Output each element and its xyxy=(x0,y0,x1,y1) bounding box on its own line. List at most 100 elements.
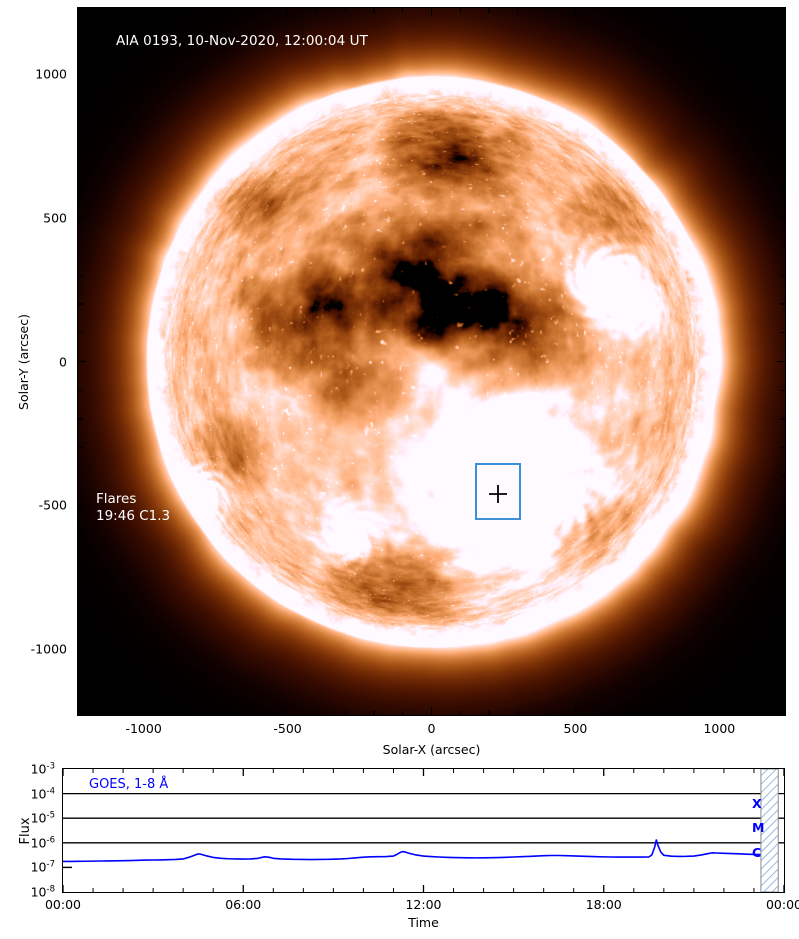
image-xtick-label: -500 xyxy=(273,721,302,736)
axis-tick xyxy=(286,707,289,715)
axis-tick xyxy=(78,274,83,276)
axis-tick xyxy=(229,8,231,13)
axis-tick xyxy=(780,591,785,593)
image-ytick-label: 0 xyxy=(59,354,67,369)
axis-tick xyxy=(78,15,83,17)
goes-xtick-label: 00:00 xyxy=(765,897,799,912)
axis-tick xyxy=(661,710,663,715)
image-ytick-label: 1000 xyxy=(35,66,67,82)
axis-tick xyxy=(574,707,577,715)
axis-tick xyxy=(402,8,404,13)
axis-tick xyxy=(78,648,86,651)
goes-xtick-label: 12:00 xyxy=(405,897,442,912)
axis-tick xyxy=(777,216,785,219)
axis-tick xyxy=(488,710,490,715)
axis-tick xyxy=(780,159,785,161)
axis-tick xyxy=(780,677,785,679)
axis-tick xyxy=(78,303,83,305)
axis-spine xyxy=(76,715,787,717)
goes-ytick-label: 10-4 xyxy=(30,786,55,802)
axis-spine xyxy=(785,6,787,717)
axis-tick xyxy=(78,476,83,478)
axis-tick xyxy=(85,710,87,715)
goes-ytick-label: 10-5 xyxy=(30,810,55,826)
goes-flux-curve[interactable] xyxy=(63,839,778,863)
flare-class-label-x: X xyxy=(752,795,762,811)
axis-tick xyxy=(780,245,785,247)
axis-tick xyxy=(546,710,548,715)
axis-tick xyxy=(78,332,83,334)
axis-tick xyxy=(689,710,692,715)
axis-tick xyxy=(603,8,605,13)
image-ytick-label: -1000 xyxy=(30,641,67,657)
axis-tick xyxy=(777,72,785,75)
axis-tick xyxy=(171,8,173,13)
axis-tick xyxy=(718,8,721,16)
axis-tick xyxy=(78,130,83,132)
goes-yaxis-label: Flux xyxy=(18,816,33,845)
axis-spine xyxy=(76,6,787,8)
axis-tick xyxy=(78,216,86,219)
axis-tick xyxy=(780,706,785,708)
axis-tick xyxy=(430,707,433,715)
goes-ytick-label: 10-8 xyxy=(30,884,55,900)
axis-tick xyxy=(776,8,778,13)
goes-xaxis-label: Time xyxy=(408,915,439,930)
axis-tick xyxy=(780,418,785,420)
goes-flux-plot[interactable] xyxy=(63,769,784,892)
flare-class-label-m: M xyxy=(752,820,765,836)
axis-tick xyxy=(632,8,634,13)
goes-ytick-label: 10-6 xyxy=(30,835,55,851)
axis-tick xyxy=(200,8,202,13)
axis-tick xyxy=(229,710,231,715)
axis-tick xyxy=(780,101,785,103)
goes-ytick-label: 10-7 xyxy=(30,859,55,875)
axis-tick xyxy=(402,710,404,715)
axis-tick xyxy=(78,591,83,593)
axis-tick xyxy=(780,188,785,190)
axis-tick xyxy=(344,710,346,715)
goes-legend-label: GOES, 1-8 Å xyxy=(89,777,169,792)
axis-tick xyxy=(459,710,461,715)
axis-tick xyxy=(142,707,145,715)
axis-tick xyxy=(114,8,116,13)
axis-tick xyxy=(780,619,785,622)
axis-tick xyxy=(78,159,83,161)
axis-tick xyxy=(776,710,778,715)
image-ytick-label: 500 xyxy=(43,210,67,226)
axis-tick xyxy=(258,710,260,715)
field-of-view-box[interactable] xyxy=(475,462,522,521)
axis-tick xyxy=(777,504,785,507)
axis-tick xyxy=(689,8,692,13)
axis-tick xyxy=(777,648,785,651)
axis-tick xyxy=(78,533,83,535)
sun-image-panel[interactable]: AIA 0193, 10-Nov-2020, 12:00:04 UT Flare… xyxy=(78,8,785,715)
axis-tick xyxy=(603,710,605,715)
axis-tick xyxy=(430,8,433,16)
axis-tick xyxy=(114,710,116,715)
image-xtick-label: 1000 xyxy=(703,721,736,736)
axis-tick xyxy=(171,710,173,715)
axis-tick xyxy=(78,418,83,420)
aia-193-image[interactable] xyxy=(78,8,785,715)
axis-tick xyxy=(780,332,785,334)
axis-tick xyxy=(85,8,87,13)
axis-tick xyxy=(78,101,83,103)
flare-annotation-header: Flares xyxy=(96,491,137,507)
axis-tick xyxy=(780,533,785,535)
image-xtick-label: 500 xyxy=(563,721,588,736)
axis-tick xyxy=(78,447,83,449)
image-xtick-label: 0 xyxy=(427,721,436,736)
axis-tick xyxy=(142,8,145,16)
axis-tick xyxy=(780,303,785,305)
goes-xtick-label: 06:00 xyxy=(225,897,262,912)
goes-flux-panel[interactable]: GOES, 1-8 Å X M C xyxy=(62,768,785,893)
axis-tick xyxy=(780,15,785,17)
image-xtick-label: -1000 xyxy=(125,721,162,736)
axis-tick xyxy=(315,8,317,13)
axis-tick xyxy=(777,360,785,363)
axis-tick xyxy=(747,710,749,715)
axis-tick xyxy=(78,562,83,564)
axis-tick xyxy=(747,8,749,13)
axis-tick xyxy=(78,706,83,708)
